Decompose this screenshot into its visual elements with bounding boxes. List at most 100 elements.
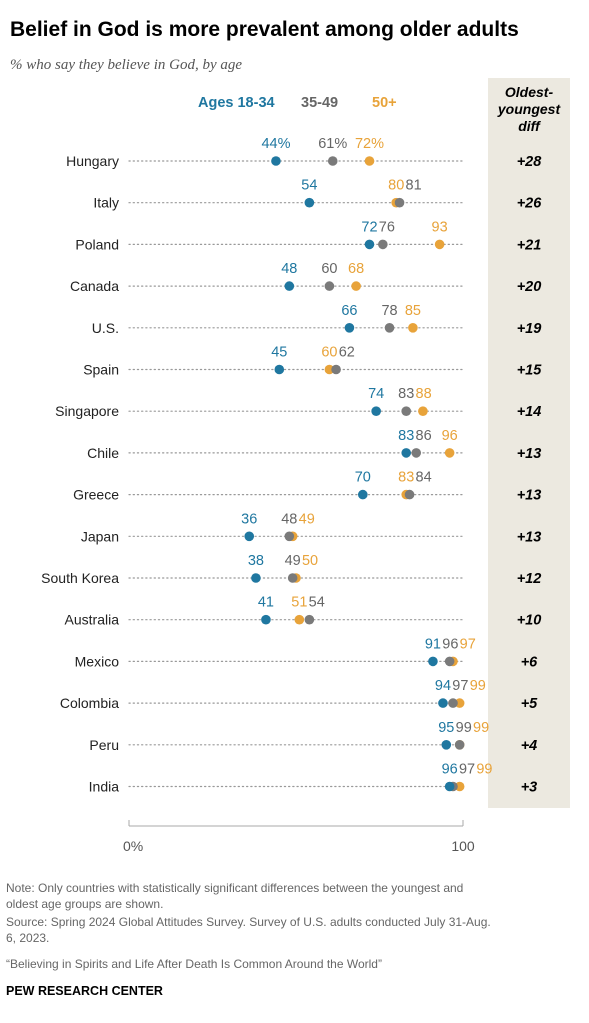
dot-mid (331, 364, 341, 375)
dot-mid (401, 406, 412, 417)
dot-mid (284, 531, 295, 542)
dot-young (441, 740, 452, 750)
value-label-mid: 97 (452, 678, 468, 694)
value-label-mid: 99 (456, 720, 472, 736)
diff-value: +13 (517, 488, 542, 504)
value-label-young: 44% (261, 136, 290, 152)
dot-mid (327, 156, 338, 166)
value-label-old: 96 (442, 428, 458, 444)
value-label-mid: 84 (416, 470, 432, 486)
diff-value: +13 (517, 529, 542, 545)
value-label-old: 99 (476, 762, 492, 778)
dot-old (444, 448, 455, 458)
country-label: Peru (89, 737, 119, 753)
source-line: Source: Spring 2024 Global Attitudes Sur… (6, 915, 491, 929)
country-label: Canada (70, 278, 119, 294)
value-label-old: 93 (432, 219, 448, 235)
country-label: Japan (81, 528, 119, 544)
source-line: 6, 2023. (6, 931, 50, 945)
dot-mid (378, 239, 388, 250)
value-label-old: 68 (348, 261, 364, 277)
dot-young (271, 156, 281, 166)
dot-old (324, 364, 335, 375)
diff-value: +28 (517, 154, 543, 170)
value-label-young: 96 (442, 762, 458, 778)
value-label-old: 83 (398, 470, 414, 486)
diff-value: +3 (521, 780, 538, 796)
diff-value: +4 (521, 738, 538, 754)
dot-mid (324, 281, 335, 291)
value-label-young: 72 (361, 219, 377, 235)
diff-value: +12 (517, 571, 542, 587)
value-label-young: 74 (368, 386, 384, 402)
legend-young: Ages 18-34 (198, 95, 275, 111)
value-label-old: 50 (302, 553, 318, 569)
diff-value: +5 (521, 696, 538, 712)
value-label-old: 97 (460, 636, 476, 652)
dot-young (244, 531, 255, 542)
dot-old (351, 281, 361, 291)
dot-young (344, 323, 355, 333)
diff-value: +10 (517, 613, 542, 629)
country-label: Mexico (75, 653, 120, 669)
value-label-old: 85 (405, 303, 421, 319)
dot-old (294, 614, 305, 625)
dot-young (284, 281, 295, 291)
dot-young (304, 197, 315, 208)
value-label-young: 94 (435, 678, 451, 694)
dot-young (401, 448, 412, 458)
value-label-young: 36 (241, 511, 257, 527)
diff-header-line: diff (518, 118, 540, 134)
dot-young (251, 573, 261, 583)
value-label-old: 60 (321, 345, 337, 361)
dot-mid (304, 614, 315, 625)
value-label-old: 49 (299, 511, 315, 527)
diff-value: +19 (517, 321, 542, 337)
legend-old: 50+ (372, 95, 397, 111)
country-label: Singapore (55, 403, 119, 419)
dot-old (408, 323, 418, 333)
x-tick-label: 0% (123, 838, 143, 854)
value-label-mid: 60 (321, 261, 337, 277)
dot-young (261, 614, 271, 625)
value-label-young: 45 (271, 345, 287, 361)
value-label-mid: 96 (442, 636, 458, 652)
dot-young (444, 781, 455, 792)
report-title-line: “Believing in Spirits and Life After Dea… (6, 957, 382, 971)
dot-young (274, 364, 285, 375)
dot-old (454, 781, 465, 792)
dot-young (428, 656, 438, 667)
footer-source: PEW RESEARCH CENTER (6, 984, 163, 998)
dot-mid (287, 573, 298, 583)
value-label-mid: 62 (339, 345, 355, 361)
value-label-young: 83 (398, 428, 414, 444)
diff-value: +15 (517, 363, 543, 379)
value-label-mid: 76 (379, 219, 395, 235)
diff-header-line: youngest (497, 101, 561, 117)
value-label-young: 95 (438, 720, 454, 736)
diff-column-panel (488, 78, 570, 808)
diff-value: +20 (517, 279, 542, 295)
dot-mid (411, 448, 422, 458)
diff-value: +6 (521, 654, 538, 670)
value-label-old: 99 (470, 678, 486, 694)
note-line: oldest age groups are shown. (6, 897, 164, 911)
dot-old (454, 698, 465, 708)
diff-value: +26 (517, 196, 543, 212)
value-label-young: 54 (301, 178, 317, 194)
value-label-mid: 97 (459, 762, 475, 778)
value-label-mid: 78 (381, 303, 397, 319)
dot-mid (404, 489, 415, 500)
value-label-mid: 61% (318, 136, 347, 152)
value-label-young: 41 (258, 595, 274, 611)
value-label-old: 99 (473, 720, 489, 736)
value-label-mid: 81 (406, 178, 422, 194)
value-label-mid: 54 (309, 595, 325, 611)
country-label: India (89, 779, 120, 795)
chart-title: Belief in God is more prevalent among ol… (10, 18, 519, 41)
value-label-old: 80 (388, 178, 404, 194)
diff-column-header: Oldest- youngest diff (488, 84, 570, 135)
diff-value: +21 (517, 237, 542, 253)
diff-value: +14 (517, 404, 542, 420)
dot-mid (448, 698, 458, 708)
